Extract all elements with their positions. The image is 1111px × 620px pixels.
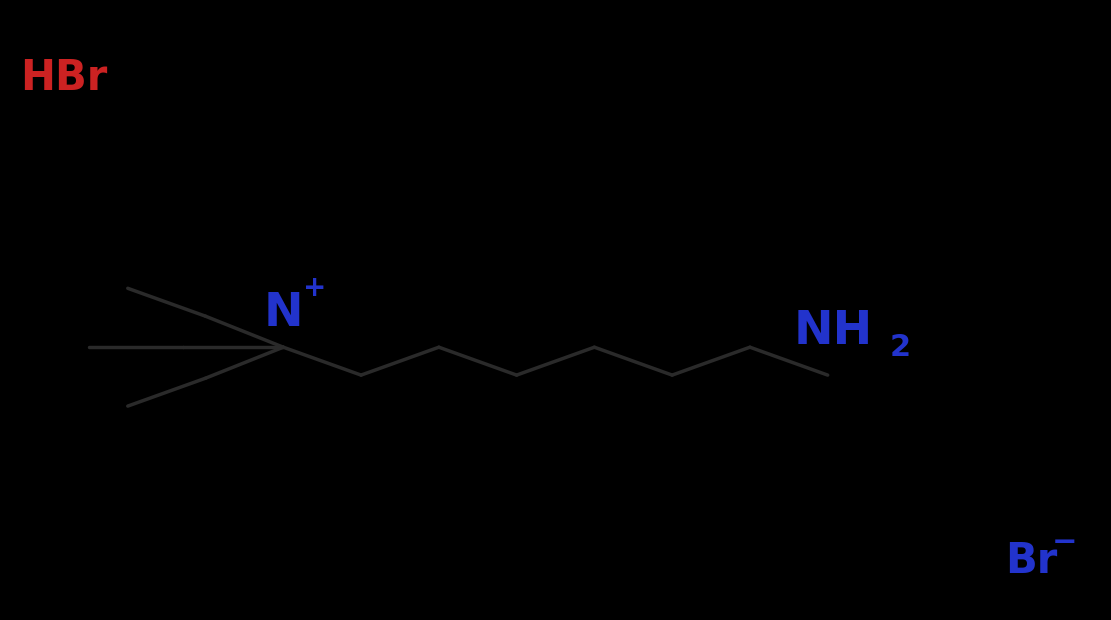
Text: +: + [302, 274, 327, 303]
Text: Br: Br [1005, 540, 1058, 582]
Text: 2: 2 [889, 333, 911, 361]
Text: N: N [263, 291, 303, 335]
Text: −: − [1052, 528, 1078, 557]
Text: NH: NH [793, 309, 873, 354]
Text: HBr: HBr [20, 56, 108, 99]
